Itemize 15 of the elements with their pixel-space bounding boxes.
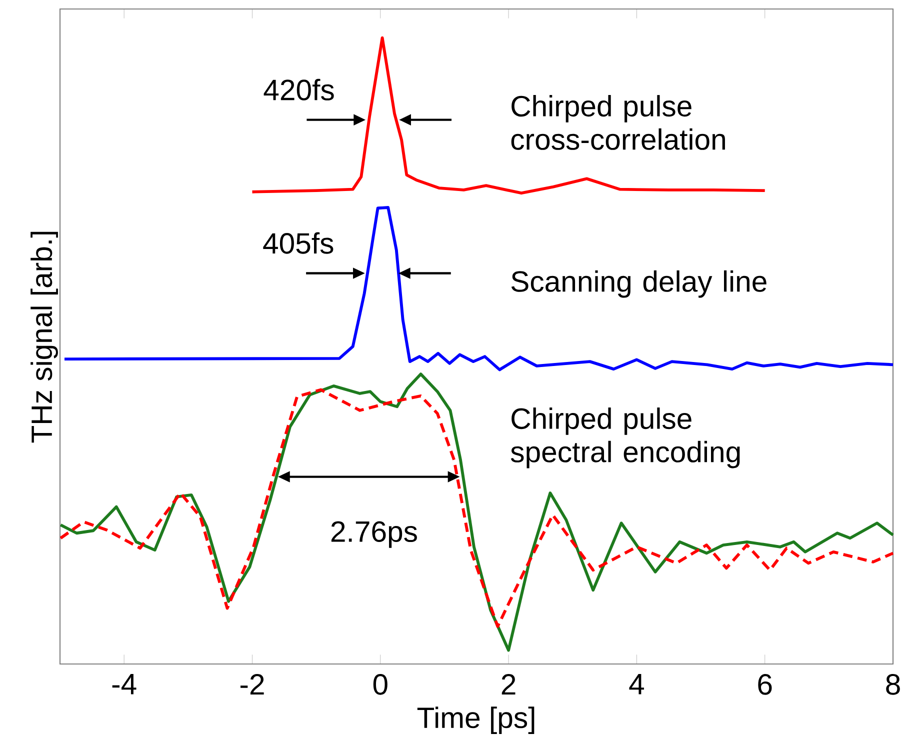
- x-tick-label: 8: [886, 674, 900, 695]
- series-label: Chirped pulse spectral encoding: [510, 408, 740, 468]
- x-tick-label: 4: [629, 674, 644, 694]
- series-label: Chirped pulse cross-correlation: [511, 95, 725, 150]
- x-tick-label: 2: [502, 674, 516, 695]
- y-axis-title: THz signal [arb.]: [30, 232, 58, 443]
- annotation: 420fs: [264, 78, 334, 100]
- x-tick-label: -4: [112, 674, 136, 694]
- text: Scanning delay line: [511, 270, 766, 298]
- annotation: 405fs: [263, 232, 334, 254]
- x-tick-label: -2: [240, 674, 264, 695]
- x-axis-title: Time [ps]: [417, 706, 534, 734]
- annotation: 2.76ps: [331, 521, 417, 548]
- x-tick-label: 6: [758, 674, 772, 695]
- x-tick-label: 0: [373, 674, 388, 695]
